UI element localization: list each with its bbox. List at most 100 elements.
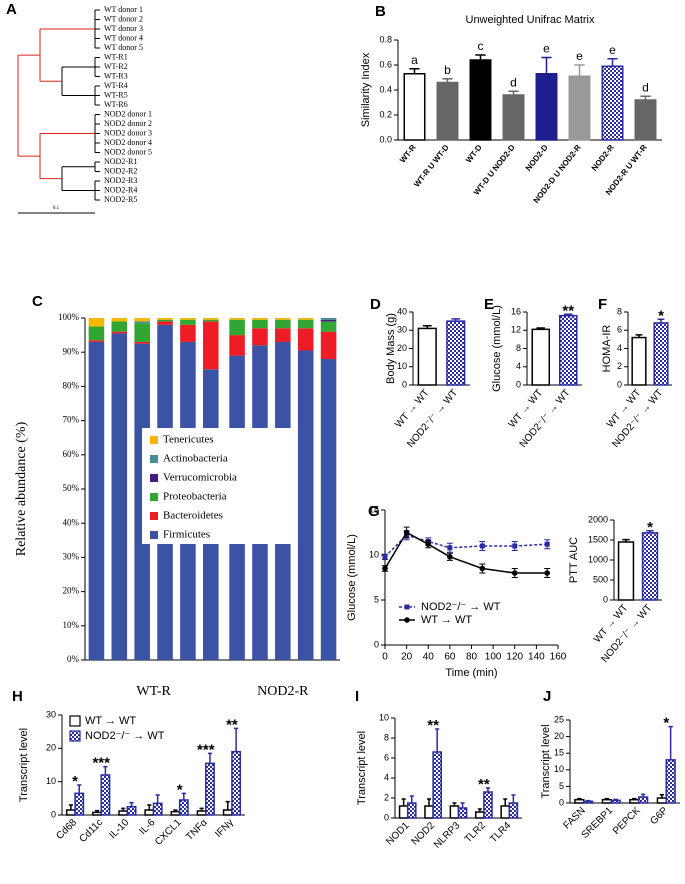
y-tick-label: 20% (63, 586, 80, 596)
y-tick-label: 90% (63, 346, 80, 356)
y-tick-label: 40 (397, 306, 407, 316)
leaf-label: WT-R3 (104, 71, 128, 80)
annotation: * (663, 715, 669, 732)
y-tick-label: 10 (46, 776, 56, 786)
error-bar (511, 794, 516, 803)
y-axis-label: HOMA-IR (601, 325, 613, 373)
y-tick-label: 60% (63, 449, 80, 459)
panel-letter: C (32, 293, 43, 310)
y-tick-label: 15 (369, 504, 379, 514)
legend-swatch (69, 715, 81, 727)
bar-segment (320, 359, 337, 660)
bar-segment (275, 319, 291, 329)
legend-label: Firmicutes (163, 529, 210, 541)
y-tick-label: 0 (516, 379, 521, 389)
y-tick-label: 6 (384, 752, 389, 762)
annotation: ** (562, 302, 574, 319)
scale-label: 0.1 (53, 206, 60, 211)
error-bar (451, 318, 461, 322)
error-bar (181, 792, 186, 800)
y-tick-label: 0.2 (379, 109, 392, 119)
leaf-label: WT donor 3 (104, 24, 143, 33)
y-tick-label: 6 (617, 325, 622, 335)
error-bar (563, 313, 573, 316)
chart-title: Unweighted Unifrac Matrix (466, 14, 595, 26)
bar-segment (297, 319, 314, 329)
group-label: NOD2-R (257, 684, 309, 699)
x-tick-label: 140 (528, 652, 545, 663)
leaf-label: WT-R4 (104, 81, 128, 90)
y-axis-label: Transcript level (540, 724, 552, 798)
x-tick-label: IL-6 (138, 817, 158, 837)
error-bar (435, 728, 440, 752)
error-bar (199, 807, 204, 811)
x-tick-label: 160 (550, 652, 567, 663)
bar (231, 750, 242, 816)
x-tick-label: Cd11c (78, 817, 106, 845)
error-bar (659, 793, 665, 799)
y-axis-label: Body Mass (g) (385, 313, 397, 384)
bar-segment (297, 350, 314, 660)
bar-segment (320, 318, 337, 320)
bar (74, 792, 85, 816)
y-tick-label: 5 (559, 781, 564, 791)
legend-label: Verrucomicrobia (163, 472, 237, 484)
marker (544, 570, 550, 576)
y-tick-label: 16 (511, 306, 521, 316)
leaf-label: NOD2 donor 4 (104, 138, 152, 147)
y-tick-label: 0 (374, 639, 379, 649)
bar (629, 798, 640, 804)
x-tick-label: NOD1 (384, 820, 412, 848)
error-bar (477, 808, 482, 812)
bar-segment (111, 331, 128, 334)
y-axis-label: Transcript level (356, 731, 368, 805)
bar (502, 94, 525, 141)
marker (447, 554, 453, 560)
bar (457, 807, 468, 819)
legend-marker (404, 604, 410, 610)
bar (531, 328, 551, 386)
error-bar (427, 798, 432, 806)
annotation: d (642, 80, 649, 94)
y-tick-label: 2000 (588, 514, 608, 524)
x-tick-label: WT-D (464, 143, 484, 165)
y-tick-label: 50% (63, 483, 80, 493)
error-bar (536, 327, 546, 330)
y-tick-label: 10 (397, 361, 407, 371)
y-tick-label: 5 (374, 594, 379, 604)
y-axis-label: PTT AUC (568, 537, 580, 583)
annotation: ** (226, 716, 238, 733)
panel-letter: D (370, 296, 381, 313)
bar (406, 802, 417, 819)
error-bar (668, 725, 673, 760)
marker (544, 541, 550, 547)
legend-swatch (150, 531, 158, 539)
legend-swatch (150, 493, 158, 501)
annotation: d (510, 75, 517, 89)
leaf-label: NOD2 donor 5 (104, 147, 152, 156)
legend-label: WT → WT (85, 715, 136, 727)
error-bar (657, 318, 665, 323)
y-tick-label: 0 (51, 809, 56, 819)
y-tick-label: 0.8 (379, 34, 392, 44)
error-bar (541, 56, 552, 74)
error-bar (68, 804, 73, 810)
annotation: * (72, 773, 78, 790)
x-tick-label: TLR2 (463, 820, 488, 845)
bar (403, 73, 426, 141)
error-bar (646, 530, 654, 533)
annotation: e (576, 49, 583, 63)
annotation: e (609, 43, 616, 57)
line (384, 534, 548, 558)
annotation: a (411, 53, 418, 67)
x-tick-label: NOD2⁻/⁻ → WT (405, 388, 460, 450)
panel-letter: A (6, 1, 17, 18)
annotation: * (177, 781, 183, 798)
leaf-label: WT-R5 (104, 90, 128, 99)
y-tick-label: 0.0 (379, 134, 392, 144)
leaf-label: NOD2-R5 (104, 195, 137, 204)
bar-segment (320, 321, 337, 332)
y-tick-label: 8 (384, 732, 389, 742)
error-bar (207, 752, 213, 764)
bar (398, 805, 409, 819)
